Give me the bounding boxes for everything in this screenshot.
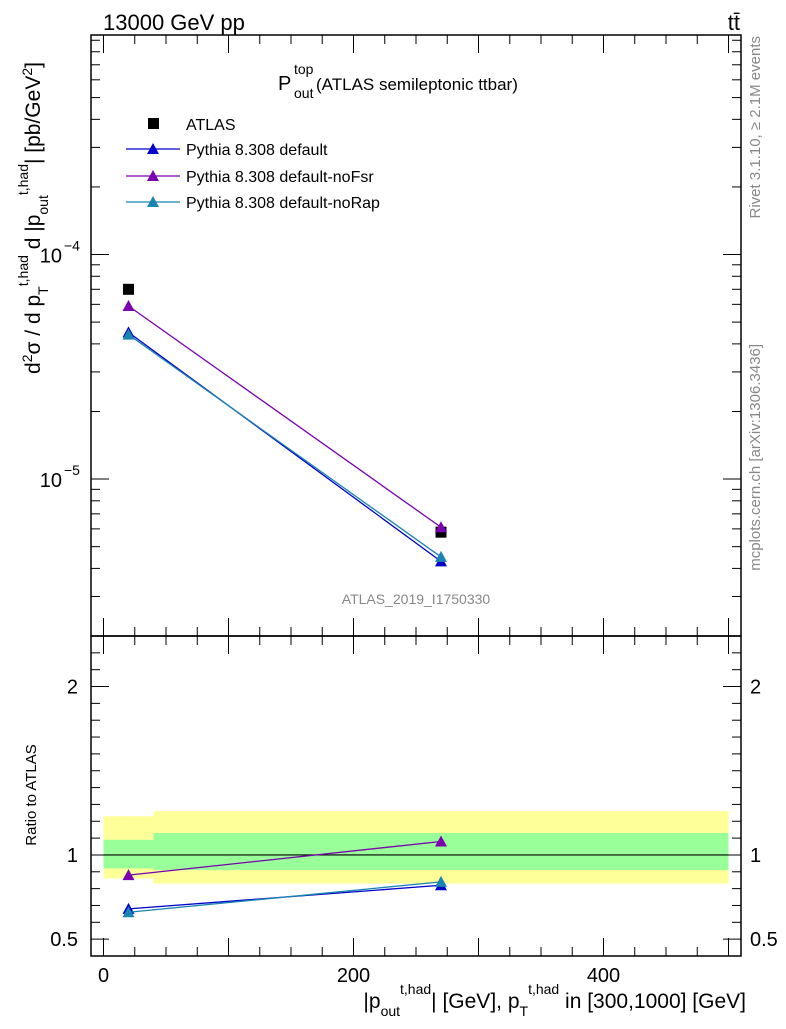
legend-label-nofsr: Pythia 8.308 default-noFsr [186,169,374,186]
upper-plot-area [122,283,447,567]
upper-y-tick-exponent: −4 [64,238,80,254]
legend-marker-default [147,143,159,154]
upper-series-line-3 [128,334,442,558]
legend-marker-atlas [148,118,159,129]
ratio-y-tick-label-right: 1 [750,845,761,867]
x-tick-label: 0 [98,965,109,987]
title-main: P [278,73,291,95]
legend-marker-nofsr [147,170,159,181]
x-tick-label: 400 [587,965,620,987]
ratio-series-line-2 [128,881,442,913]
upper-y-tick-label: 10 [40,246,62,268]
lower-frame [90,635,742,957]
mc-point-2 [122,299,135,311]
legend-label-default: Pythia 8.308 default [186,142,328,159]
plot-frames: 10 −510 −40.5 0.51 12 20 200 400 [40,34,778,987]
ratio-y-tick-label-right: 2 [750,677,761,699]
ratio-y-tick-label: 0.5 [50,929,78,951]
title-rest: (ATLAS semileptonic ttbar) [316,75,518,94]
legend-label-norap: Pythia 8.308 default-noRap [186,195,380,212]
lower-y-axis-label: Ratio to ATLAS [23,744,40,845]
ratio-plot-area [103,811,729,918]
ratio-point-2 [435,875,447,887]
upper-y-tick-label: 10 [40,470,62,492]
rivet-version-label: Rivet 3.1.10, ≥ 2.1M events [747,36,764,219]
ratio-band-inner-0 [103,839,154,869]
title-superscript: top [294,61,314,77]
ratio-point-1 [122,869,135,881]
header-energy-label: 13000 GeV pp [103,10,245,35]
upper-y-axis-label: d2σ / d pTt,had d |poutt,had| [pb/GeV2] [15,62,51,374]
upper-series-line-2 [128,305,442,528]
upper-series-line-1 [128,331,442,562]
mc-point-3 [122,328,135,340]
mc-point-3 [435,550,447,562]
ratio-y-tick-label: 1 [67,845,78,867]
plot-title: P top out (ATLAS semileptonic ttbar) [278,61,518,101]
x-tick-label: 200 [337,965,370,987]
upper-y-tick-exponent: −5 [64,462,80,478]
ratio-y-tick-label-right: 0.5 [750,929,778,951]
analysis-watermark: ATLAS_2019_I1750330 [342,591,491,607]
atlas-data-point [123,283,134,295]
ratio-y-tick-label: 2 [67,677,78,699]
legend-marker-norap [147,196,159,207]
title-subscript: out [294,85,314,101]
mcplots-label: mcplots.cern.ch [arXiv:1306.3436] [747,344,764,571]
ratio-series-line-1 [128,840,442,876]
ratio-point-2 [122,906,135,918]
header-process-label: tt̄ [728,10,740,35]
legend-label-atlas: ATLAS [186,117,236,134]
ratio-point-1 [435,835,447,847]
upper-y-label-text: d2σ / d pTt,had d |poutt,had| [pb/GeV2] [15,62,51,374]
x-axis-label: |poutt,had| [GeV], pTt,had in [300,1000]… [363,981,746,1019]
mc-point-2 [435,521,447,533]
legend: ATLAS Pythia 8.308 default Pythia 8.308 … [126,117,380,212]
